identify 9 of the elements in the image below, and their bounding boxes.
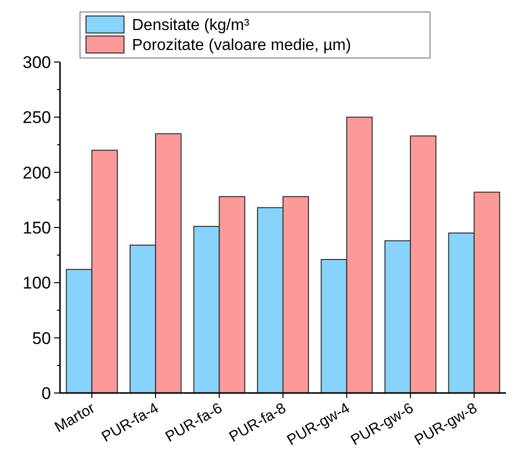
y-tick-label: 100 bbox=[22, 274, 51, 293]
legend-label: Densitate (kg/m³ bbox=[132, 17, 250, 34]
y-tick-label: 250 bbox=[22, 108, 51, 128]
y-tick-label: 200 bbox=[22, 163, 51, 182]
y-tick-label: 300 bbox=[22, 52, 51, 72]
y-tick-label: 0 bbox=[42, 384, 51, 403]
legend-label: Porozitate (valoare medie, µm) bbox=[132, 37, 352, 54]
y-tick-label: 150 bbox=[22, 218, 51, 238]
y-tick-label: 50 bbox=[32, 328, 51, 348]
